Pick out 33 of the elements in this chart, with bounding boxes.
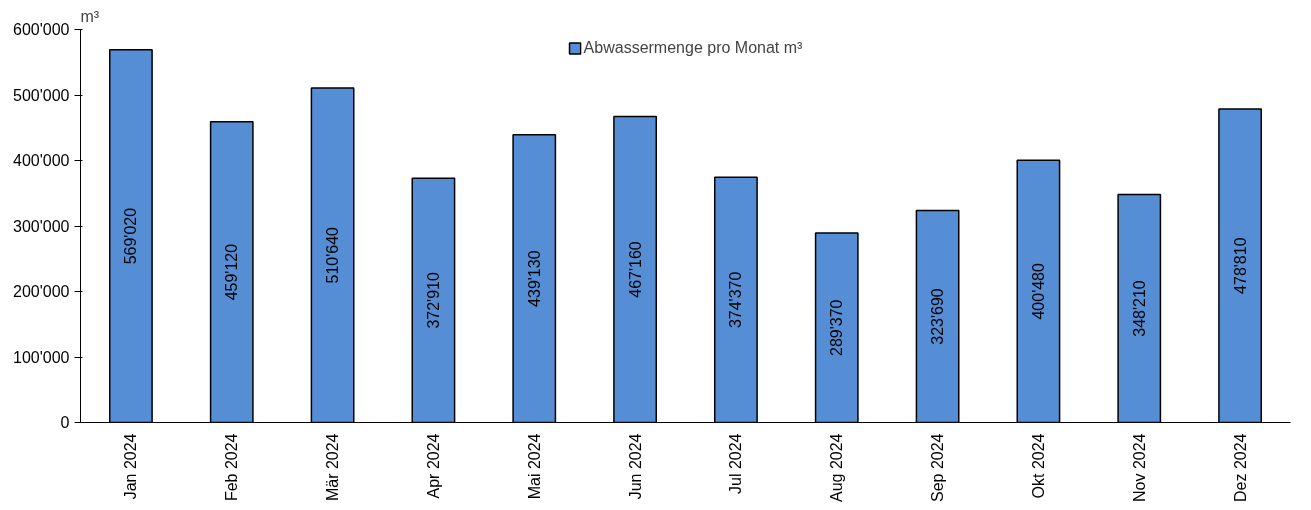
x-tick-label: Aug 2024 xyxy=(828,433,846,503)
x-tick-label: Feb 2024 xyxy=(223,433,241,502)
legend-label: Abwassermenge pro Monat m³ xyxy=(583,39,803,57)
y-tick-label: 400'000 xyxy=(13,152,70,169)
data-label: 569'020 xyxy=(122,207,140,265)
y-tick-label: 300'000 xyxy=(13,217,70,235)
x-tick-label: Dez 2024 xyxy=(1231,433,1249,502)
data-label: 400'480 xyxy=(1029,263,1047,320)
y-tick-label: 600'000 xyxy=(13,21,70,38)
data-label: 289'370 xyxy=(828,299,846,356)
x-tick-label: Mai 2024 xyxy=(525,433,543,500)
x-tick-label: Okt 2024 xyxy=(1029,433,1047,499)
data-label: 374'370 xyxy=(727,271,745,329)
data-label: 348'210 xyxy=(1130,280,1148,337)
y-tick-label: 100'000 xyxy=(13,348,70,366)
y-tick-label: 500'000 xyxy=(13,86,70,104)
x-tick-label: Jul 2024 xyxy=(727,433,745,494)
x-tick-label: Nov 2024 xyxy=(1130,433,1148,502)
data-label: 510'640 xyxy=(324,226,342,284)
data-label: 372'910 xyxy=(424,272,442,329)
data-label: 439'130 xyxy=(525,250,543,307)
data-label: 467'160 xyxy=(626,241,644,298)
data-label: 459'120 xyxy=(223,243,241,301)
data-label: 478'810 xyxy=(1231,237,1249,294)
y-tick-label: 0 xyxy=(60,414,70,431)
y-tick-label: 200'000 xyxy=(13,283,70,300)
x-tick-label: Jun 2024 xyxy=(626,433,644,500)
y-axis-title: m³ xyxy=(80,7,100,25)
x-tick-label: Sep 2024 xyxy=(929,433,947,503)
data-label: 323'690 xyxy=(929,288,947,345)
x-tick-label: Mär 2024 xyxy=(324,433,342,502)
x-tick-label: Apr 2024 xyxy=(424,433,442,499)
x-tick-label: Jan 2024 xyxy=(122,433,140,500)
